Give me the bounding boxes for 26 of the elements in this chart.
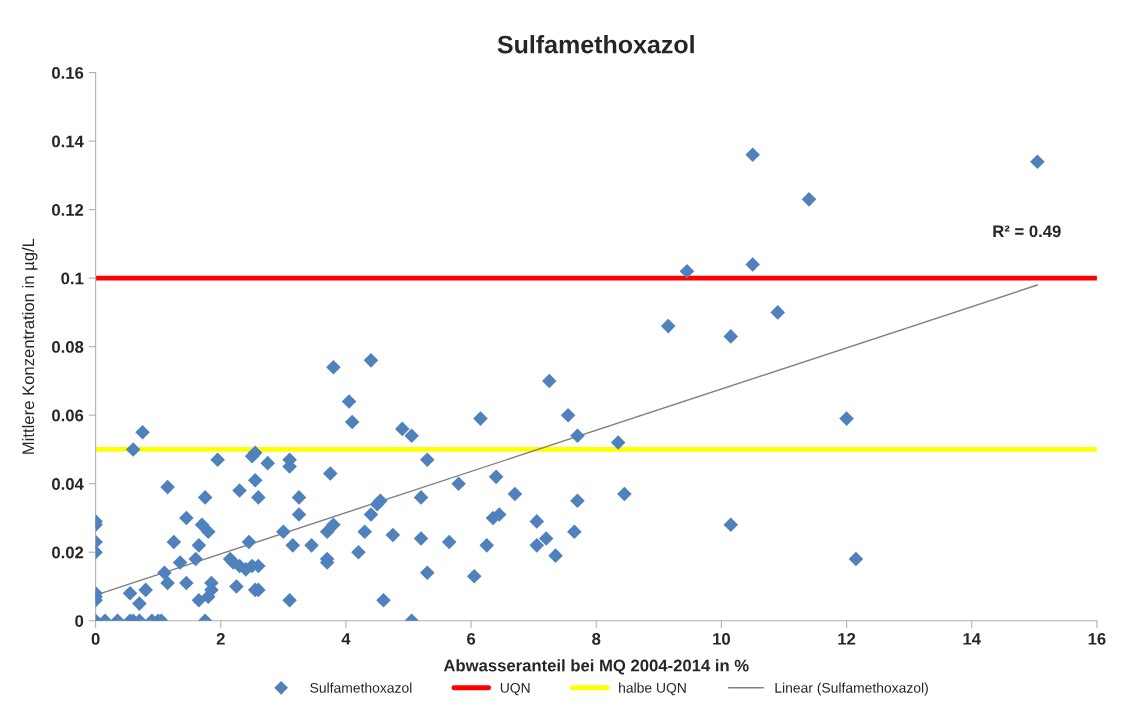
y-tick-label: 0.16 (52, 67, 84, 79)
y-tick-label: 0.04 (52, 478, 84, 490)
y-tick-label: 0.06 (52, 409, 84, 422)
x-tick-label: 10 (713, 632, 730, 645)
x-tick-label: 16 (1088, 632, 1106, 645)
x-tick-label: 6 (467, 632, 476, 645)
y-axis-title: Mittlere Konzentration in µg/L (21, 238, 38, 454)
y-tick-label: 0.08 (52, 341, 84, 353)
legend-label: halbe UQN (619, 682, 686, 696)
legend-label: Sulfamethoxazol (310, 682, 412, 693)
legend-label: UQN (500, 682, 530, 696)
y-tick-label: 0.14 (52, 135, 84, 148)
y-tick-label: 0.12 (52, 204, 84, 216)
annotation: R² = 0.49 (993, 225, 1061, 238)
y-tick-label: 0.02 (52, 546, 84, 559)
chart-title: Sulfamethoxazol (497, 35, 694, 54)
x-tick-label: 8 (592, 632, 601, 645)
x-axis-title: Abwasseranteil bei MQ 2004-2014 in % (443, 659, 749, 675)
x-tick-label: 0 (91, 632, 100, 645)
x-tick-label: 12 (838, 632, 856, 645)
y-tick-label: 0.1 (61, 272, 84, 285)
y-tick-label: 0 (75, 615, 84, 627)
legend-label: Linear (Sulfamethoxazol) (775, 682, 928, 696)
x-tick-label: 14 (963, 633, 981, 645)
x-tick-label: 2 (216, 632, 225, 645)
x-tick-label: 4 (341, 633, 351, 645)
